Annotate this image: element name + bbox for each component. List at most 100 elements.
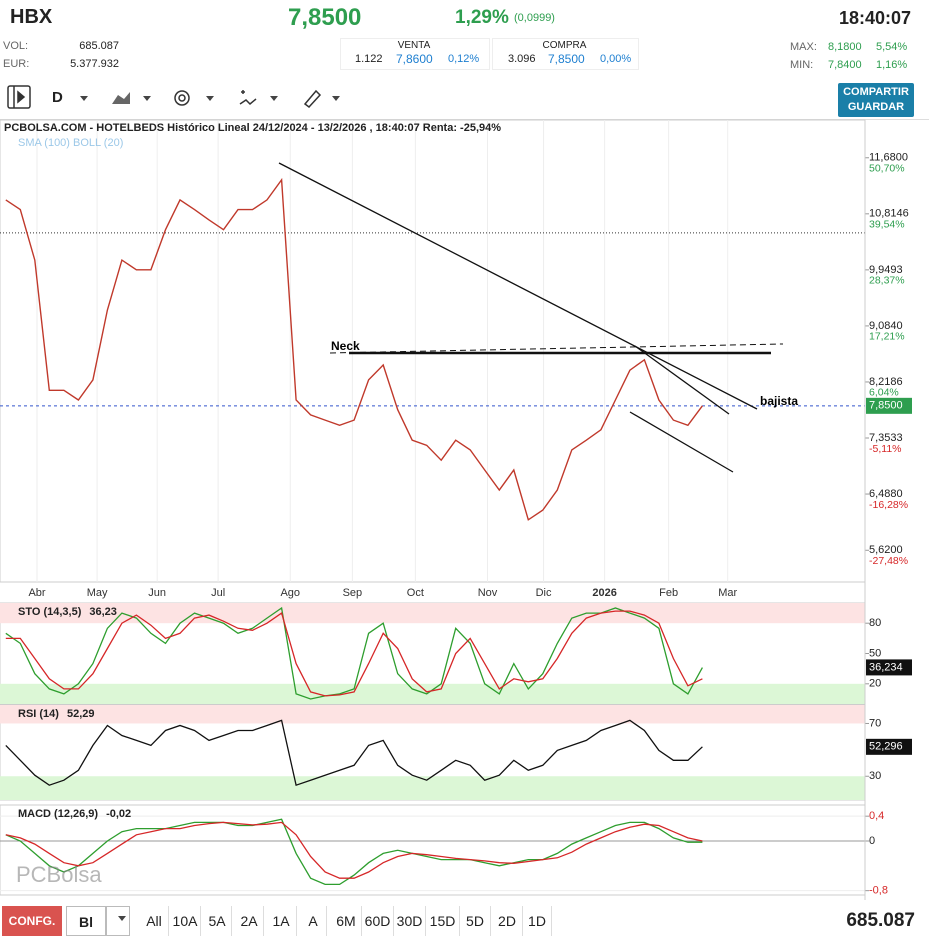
y-tick-note: 50,70% (869, 163, 905, 175)
compra-price: 7,8500 (548, 52, 585, 66)
x-tick-label: May (87, 587, 108, 599)
y-tick-label: 30 (869, 770, 881, 782)
series-line (5, 606, 703, 700)
last-value-box (866, 738, 912, 755)
vol: 685.087 (79, 40, 119, 52)
last-value-label: 7,8500 (869, 400, 903, 412)
min-label: MIN: (790, 59, 814, 71)
y-tick-note: 39,54% (869, 219, 905, 231)
last-value-box (866, 397, 912, 414)
y-tick-label: -0,8 (869, 885, 888, 897)
legend: SMA (100) BOLL (20) (18, 137, 123, 149)
panel-toggle-icon[interactable] (7, 85, 31, 109)
change-pct: 1,29% (455, 7, 509, 28)
panel-title: PCBOLSA.COM - HOTELBEDS Histórico Lineal… (4, 122, 501, 134)
x-tick-label: 2026 (592, 587, 616, 599)
venta-label: VENTA (397, 40, 431, 51)
range-button[interactable]: 15D (426, 906, 460, 936)
venta-qty: 1.122 (355, 53, 383, 65)
change-abs: (0,0999) (514, 12, 555, 24)
y-tick-note: 28,37% (869, 275, 905, 287)
range-button[interactable]: 1A (266, 906, 297, 936)
last-value-label: 36,234 (869, 661, 903, 673)
range-button[interactable]: 60D (362, 906, 394, 936)
share-button[interactable] (838, 83, 914, 117)
compra-label: COMPRA (542, 40, 587, 51)
share-text[interactable]: COMPARTIR (843, 86, 909, 98)
y-tick-label: 7,3533 (869, 432, 903, 444)
venta-pct: 0,12% (448, 53, 480, 65)
range-button[interactable]: 30D (394, 906, 426, 936)
chart-type-icon[interactable] (112, 92, 130, 104)
mode-select[interactable]: Bl (66, 906, 106, 936)
overbought-zone (0, 603, 865, 624)
period[interactable]: D (52, 89, 63, 106)
compra-pct: 0,00% (600, 53, 632, 65)
y-tick-label: 50 (869, 647, 881, 659)
compra-qty: 3.096 (508, 53, 536, 65)
panel-title: MACD (12,26,9) (18, 808, 98, 820)
y-tick-note: -27,48% (869, 555, 908, 567)
y-tick-label: 20 (869, 678, 881, 690)
y-tick-note: 17,21% (869, 331, 905, 343)
x-tick-label: Mar (718, 587, 737, 599)
eur-label: EUR: (3, 58, 30, 70)
range-button[interactable]: 6M (331, 906, 362, 936)
config-button[interactable]: CONFG. (2, 906, 62, 936)
y-tick-label: 70 (869, 717, 881, 729)
settings-icon[interactable] (174, 90, 190, 106)
trend-lines (278, 162, 784, 473)
toolbar-icons (7, 85, 340, 109)
max-pct: 5,54% (876, 41, 908, 53)
save-text[interactable]: GUARDAR (847, 101, 905, 113)
y-tick-label: 10,8146 (869, 208, 909, 220)
y-tick-label: 6,4880 (869, 488, 903, 500)
range-button[interactable]: 10A (170, 906, 201, 936)
range-button[interactable]: 1D (523, 906, 552, 936)
panel-value: -0,02 (106, 808, 131, 820)
y-tick-note: 6,04% (869, 387, 899, 399)
y-tick-label: 9,0840 (869, 320, 903, 332)
series-line (5, 821, 703, 879)
range-button[interactable]: A (300, 906, 327, 936)
range-button[interactable]: 2A (235, 906, 264, 936)
draw-icon[interactable] (303, 89, 322, 109)
y-tick-label: 5,6200 (869, 544, 903, 556)
indicator-icon[interactable] (239, 90, 257, 106)
y-tick-label: 9,9493 (869, 264, 903, 276)
y-tick-note: -5,11% (869, 443, 902, 455)
last-value-label: 52,296 (869, 741, 903, 753)
panel-value: 52,29 (67, 708, 95, 720)
y-tick-label: 8,2186 (869, 376, 903, 388)
min: 7,8400 (828, 59, 862, 71)
venta-box (340, 38, 490, 70)
compra-box (492, 38, 639, 70)
range-button[interactable]: All (140, 906, 169, 936)
y-tick-label: 0 (869, 835, 875, 847)
x-tick-label: Dic (536, 587, 552, 599)
oversold-zone (0, 776, 865, 800)
series-line (5, 719, 703, 787)
max-label: MAX: (790, 41, 817, 53)
series-line (5, 610, 703, 697)
y-tick-note: -16,28% (869, 499, 908, 511)
y-tick-label: 0,4 (869, 810, 884, 822)
range-button[interactable]: 2D (492, 906, 523, 936)
x-tick-label: Oct (407, 587, 424, 599)
series-line (5, 818, 703, 886)
x-tick-label: Jul (211, 587, 225, 599)
annotation: bajista (760, 394, 798, 408)
vol-label: VOL: (3, 40, 29, 52)
min-pct: 1,16% (876, 59, 908, 71)
x-tick-label: Nov (478, 587, 498, 599)
panel-value: 36,23 (89, 606, 117, 618)
mode-dropdown[interactable] (106, 906, 130, 936)
x-tick-label: Ago (280, 587, 300, 599)
range-button[interactable]: 5D (460, 906, 491, 936)
range-button[interactable]: 5A (203, 906, 232, 936)
y-tick-label: 11,6800 (869, 152, 908, 164)
max: 8,1800 (828, 41, 862, 53)
dropdown-arrow[interactable] (118, 916, 126, 921)
